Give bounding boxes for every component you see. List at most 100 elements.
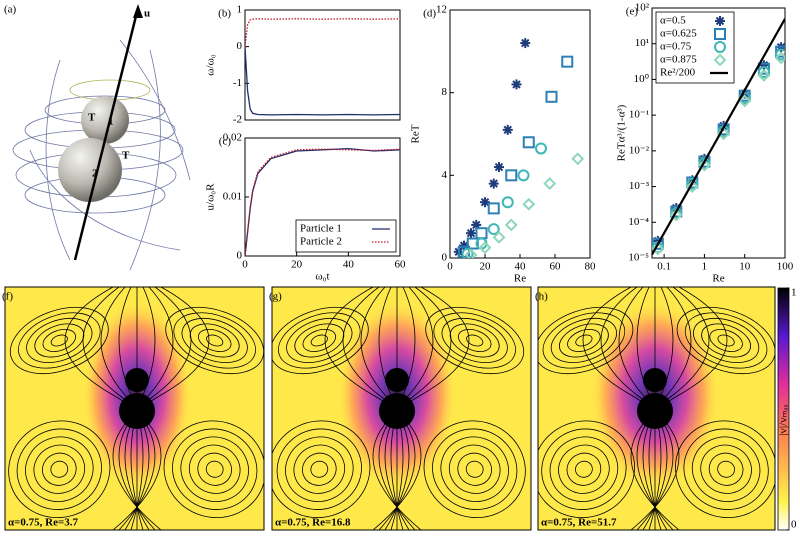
streamline: [432, 428, 518, 510]
panel-label: (e): [626, 6, 639, 18]
y-tick-label: 0.02: [223, 132, 242, 144]
streamline: [82, 287, 156, 530]
panel-label: (b): [218, 8, 231, 20]
legend-label: Particle 2: [300, 236, 342, 248]
panel-label: (f): [2, 291, 13, 303]
marker-shape: [487, 202, 500, 215]
field-panel: [5, 287, 264, 530]
streamline: [342, 287, 416, 530]
streamline: [100, 287, 150, 530]
marker-stroke: [489, 179, 498, 188]
marker-shape: [461, 247, 474, 258]
series-line: [245, 46, 400, 116]
marker-shape: [561, 55, 574, 68]
x-tick-label: 60: [550, 261, 562, 273]
y-tick-label: 0: [237, 250, 243, 262]
streamline: [293, 444, 346, 494]
marker-stroke: [521, 38, 530, 48]
panel-label: (d): [423, 8, 436, 20]
marker: [757, 66, 770, 79]
streamline: [50, 334, 68, 347]
marker: [487, 202, 500, 215]
y-tick-label: 0: [237, 40, 243, 52]
field-caption: α=0.75, Re=51.7: [541, 517, 617, 529]
y-tick-label: 10⁻⁴: [628, 216, 649, 228]
streamline: [465, 460, 484, 478]
x-axis-label: Re: [514, 273, 526, 285]
x-tick-label: 100: [777, 261, 794, 273]
marker-shape: [713, 53, 727, 67]
x-tick-label: 40: [515, 261, 527, 273]
streamline: [558, 323, 609, 358]
marker: [698, 157, 711, 170]
field-caption: α=0.75, Re=3.7: [8, 517, 79, 529]
streamline: [286, 317, 353, 363]
marker-shape: [774, 51, 785, 65]
arrow-head: [133, 4, 143, 18]
marker: [757, 62, 770, 75]
field-panel: [538, 287, 775, 530]
streamline: [197, 452, 232, 486]
streamline: [384, 287, 434, 530]
plot-frame: [449, 9, 591, 259]
x-tick-label: 0: [447, 261, 453, 273]
marker-shape: [757, 62, 770, 75]
streamline: [324, 287, 422, 530]
marker: [715, 16, 725, 26]
streamline: [676, 306, 775, 375]
panel-label: (c): [219, 136, 232, 148]
streamline: [9, 306, 109, 375]
plot-frame: [244, 9, 401, 121]
y-tick-label: 0: [442, 252, 448, 264]
marker: [738, 94, 752, 108]
marker: [517, 169, 530, 182]
marker-shape: [670, 207, 683, 220]
streamline: [165, 306, 264, 375]
streamline: [550, 317, 617, 363]
streamline: [538, 420, 635, 519]
streamline: [466, 334, 484, 347]
legend-label: Re²/200: [660, 67, 696, 79]
marker: [475, 227, 488, 240]
marker-shape: [464, 248, 478, 258]
streamline: [618, 287, 668, 530]
legend-label: α=0.875: [660, 54, 697, 66]
annotation: u: [144, 8, 150, 20]
marker: [714, 28, 726, 40]
marker-shape: [775, 48, 785, 61]
streamline: [33, 444, 86, 494]
streamline: [372, 287, 470, 530]
x-tick-label: 0.1: [657, 261, 671, 273]
marker-stroke: [715, 16, 725, 26]
marker-shape: [487, 223, 500, 236]
marker: [488, 178, 499, 189]
streamline: [449, 323, 500, 358]
streamline: [272, 420, 371, 519]
streamline: [302, 452, 337, 486]
y-tick-label: -1: [233, 77, 242, 89]
marker-shape: [492, 230, 506, 244]
marker-shape: [757, 68, 771, 82]
colorbar: [777, 287, 790, 531]
marker-shape: [535, 142, 547, 155]
marker: [535, 142, 547, 155]
marker-shape: [517, 169, 530, 182]
x-tick-label: 60: [395, 259, 407, 271]
streamline: [34, 323, 85, 358]
marker: [713, 53, 727, 67]
marker: [492, 230, 506, 244]
y-axis-label: ω/ω₀: [205, 54, 217, 76]
streamline: [285, 436, 354, 502]
annotation: 1: [108, 116, 114, 128]
colorbar-tick-label: 0: [791, 519, 797, 531]
streamline: [683, 428, 769, 510]
streamline: [181, 317, 248, 363]
y-tick-label: 12: [436, 4, 447, 16]
legend-label: α=0.625: [660, 28, 697, 40]
streamline: [64, 287, 162, 530]
x-tick-label: 0: [242, 259, 248, 271]
marker: [505, 169, 518, 182]
streamline: [558, 444, 610, 494]
